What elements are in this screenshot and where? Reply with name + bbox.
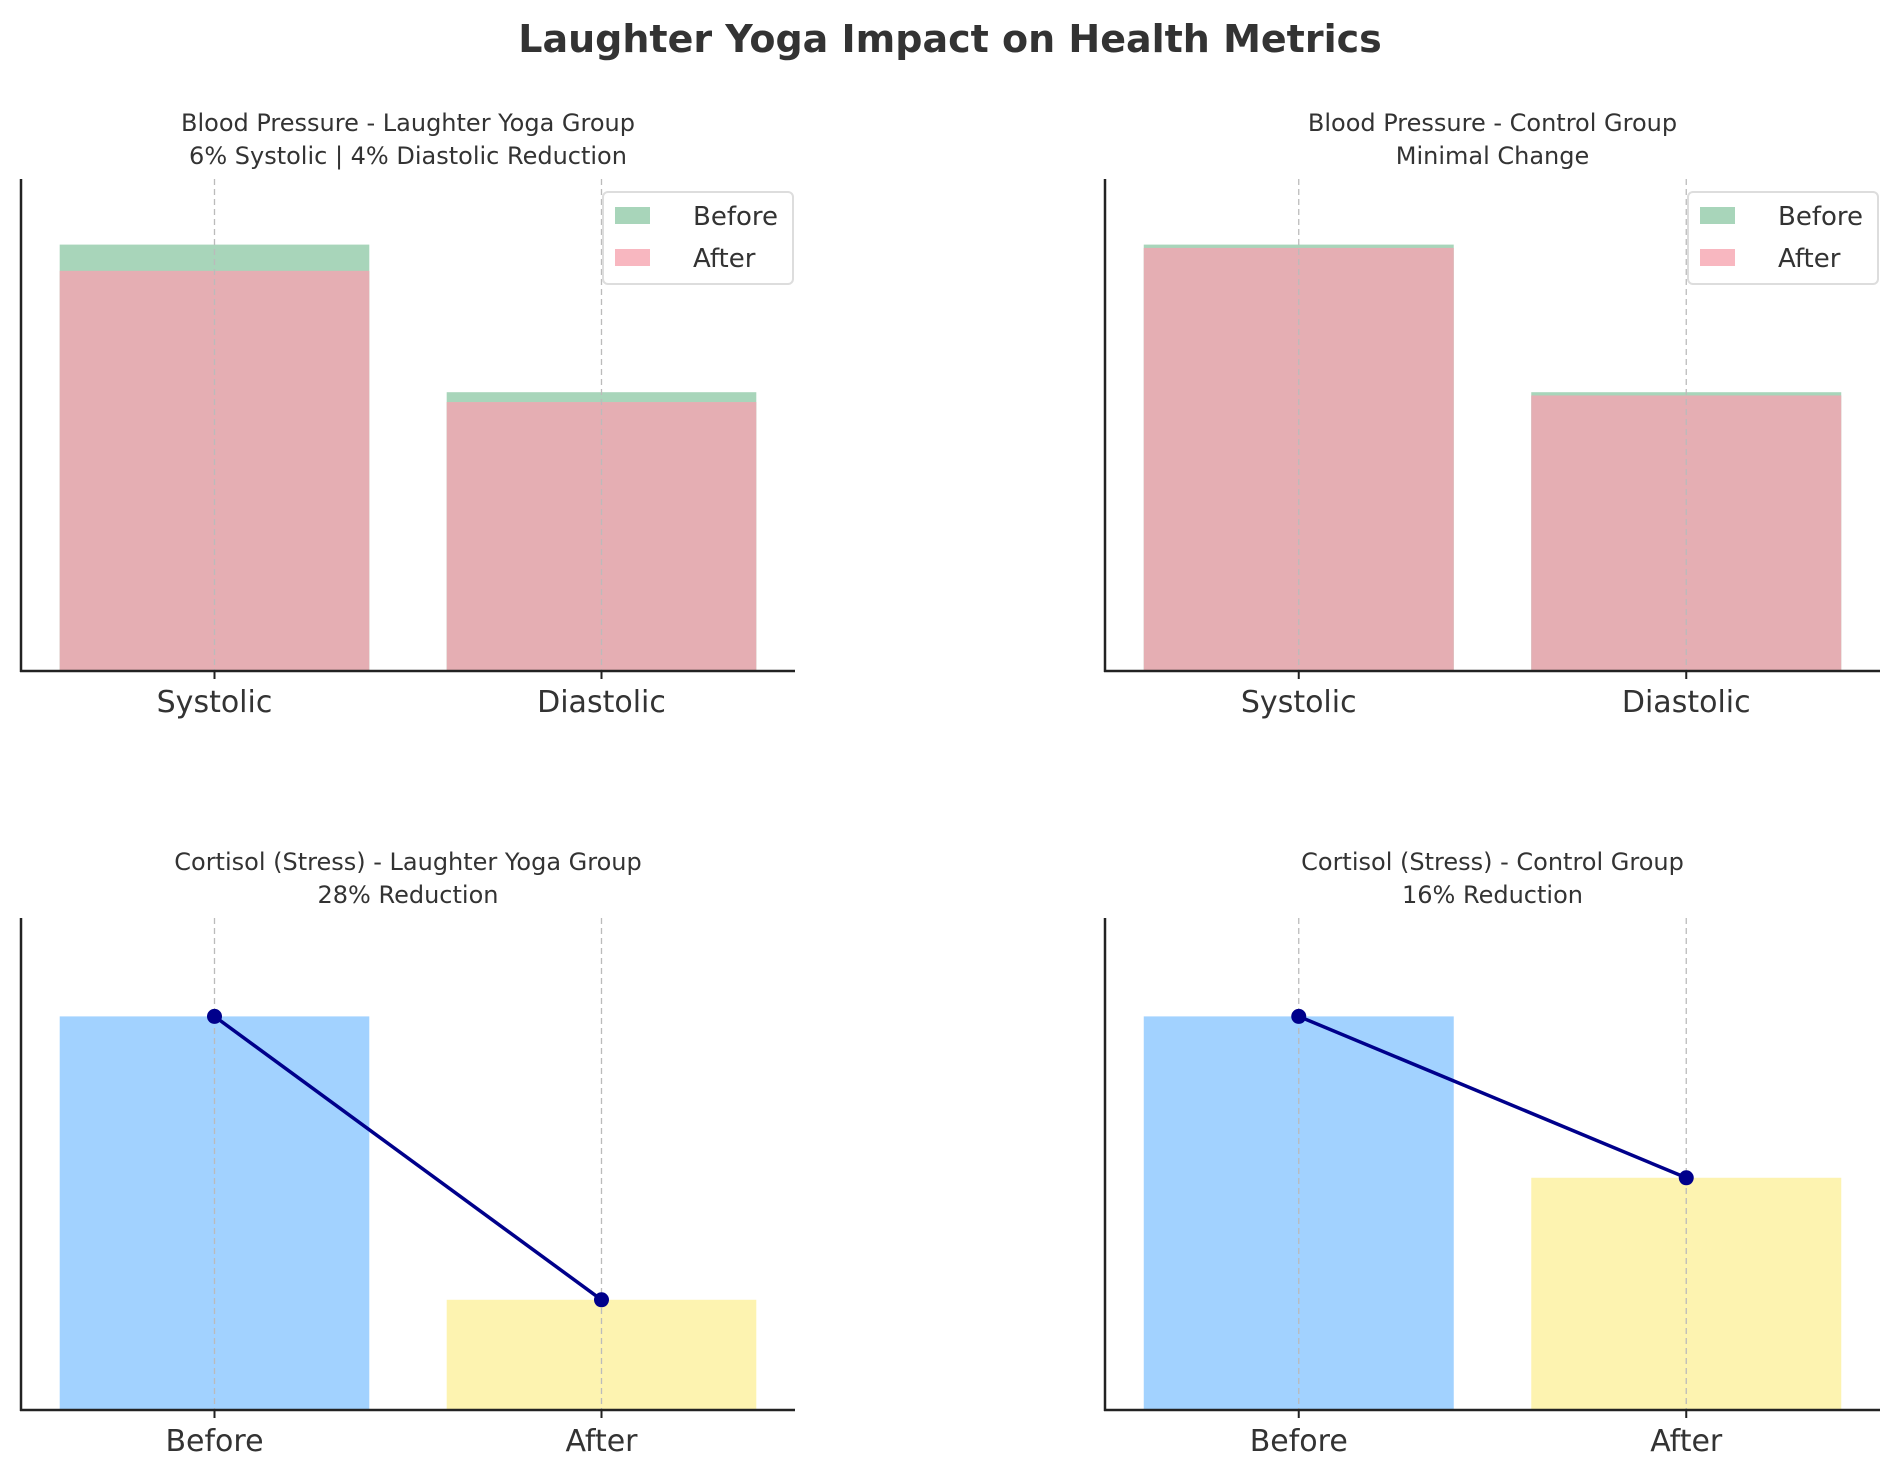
legend-swatch-after [1700, 249, 1735, 266]
legend-box [602, 191, 794, 285]
x-tick-label: After [1650, 1424, 1723, 1459]
legend-label-before: Before [693, 202, 778, 232]
legend-swatch-after [615, 249, 650, 266]
legend-swatch-before [615, 207, 650, 224]
data-point [1291, 1008, 1307, 1024]
x-tick-label: Before [1250, 1424, 1348, 1459]
subplot-title-line: Blood Pressure - Laughter Yoga Group [181, 109, 635, 137]
legend-box [1687, 191, 1879, 285]
legend-label-after: After [1778, 244, 1841, 274]
subplot-title-line: Cortisol (Stress) - Laughter Yoga Group [174, 848, 641, 876]
x-tick-label: Before [165, 1424, 263, 1459]
data-point [207, 1008, 222, 1024]
figure-title: Laughter Yoga Impact on Health Metrics [518, 17, 1382, 61]
trend-line [213, 1014, 603, 1302]
subplot-title-line: 28% Reduction [318, 881, 499, 909]
trend-line [1298, 1014, 1687, 1180]
subplot-title-line: 16% Reduction [1402, 881, 1583, 909]
legend-swatch-before [1700, 207, 1735, 224]
data-point [594, 1292, 609, 1308]
legend-label-after: After [693, 244, 756, 274]
subplot-1: Blood Pressure - Laughter Yoga Group 6% S… [19, 109, 795, 720]
subplot-4: Cortisol (Stress) - Control Group 16% Red… [1103, 848, 1880, 1459]
x-tick-label: Systolic [157, 685, 273, 720]
subplot-title-line: 6% Systolic | 4% Diastolic Reduction [189, 142, 627, 170]
bar-after-diastolic [446, 402, 757, 671]
x-tick-label: After [565, 1424, 638, 1459]
subplot-2: Blood Pressure - Control Group Minimal Ch… [1103, 109, 1880, 720]
subplot-title-line: Cortisol (Stress) - Control Group [1301, 848, 1684, 876]
subplot-title-line: Blood Pressure - Control Group [1308, 109, 1677, 137]
data-point [1678, 1170, 1694, 1186]
subplot-3: Cortisol (Stress) - Laughter Yoga Group 2… [19, 848, 795, 1459]
x-tick-label: Diastolic [537, 685, 666, 720]
x-tick-label: Diastolic [1622, 685, 1751, 720]
x-tick-label: Systolic [1241, 685, 1357, 720]
subplot-title-line: Minimal Change [1396, 142, 1590, 170]
legend-label-before: Before [1778, 202, 1863, 232]
